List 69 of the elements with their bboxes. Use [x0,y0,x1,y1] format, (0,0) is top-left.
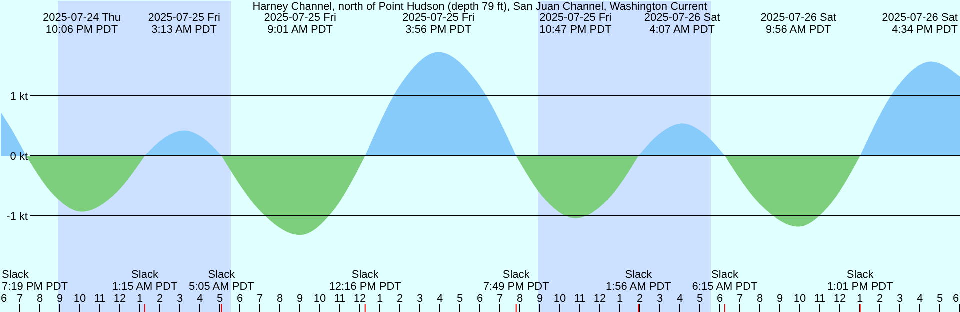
x-tick-label: 4 [676,293,684,305]
x-tick-label: 6 [0,293,8,305]
x-tick-label: 6 [236,293,244,305]
x-tick-label: 10 [794,293,806,305]
x-tick-label: 3 [176,293,184,305]
x-tick-label: 5 [216,293,224,305]
x2-tick-label: 2025-07-25 Fri 3:56 PM PDT [402,12,475,36]
x-tick-label: 8 [756,293,764,305]
x-tick-label: 8 [276,293,284,305]
x-tick-label: 7 [736,293,744,305]
x-tick-label: 9 [296,293,304,305]
x-tick-label: 7 [16,293,24,305]
annotation: Slack 1:56 AM PDT [606,269,672,293]
x-tick-label: 12 [594,293,606,305]
x-tick-label: 12 [354,293,366,305]
x-tick-label: 11 [94,293,106,305]
x-tick-label: 4 [436,293,444,305]
x-tick-label: 12 [114,293,126,305]
x-tick-label: 1 [616,293,624,305]
x2-tick-label: 2025-07-26 Sat 9:56 AM PDT [760,12,837,36]
x-tick-label: 10 [74,293,86,305]
x-tick-label: 6 [476,293,484,305]
annotation: Slack 1:01 PM PDT [827,269,894,293]
x-tick-label: 5 [936,293,944,305]
y-tick-label: -1 kt [6,210,28,223]
x-tick-label: 9 [776,293,784,305]
annotation: Slack 7:19 PM PDT [2,269,68,293]
x-tick-label: 2 [876,293,884,305]
x-tick-label: 4 [196,293,204,305]
x-tick-label: 6 [952,293,960,305]
x-tick-label: 1 [136,293,144,305]
annotation: Slack 12:16 PM PDT [329,269,402,293]
x2-tick-label: 2025-07-25 Fri 9:01 AM PDT [264,12,336,36]
x-tick-label: 7 [496,293,504,305]
annotation: Slack 6:15 AM PDT [692,269,758,293]
x-tick-label: 5 [456,293,464,305]
x-tick-label: 8 [36,293,44,305]
x-tick-label: 1 [856,293,864,305]
x-tick-label: 10 [554,293,566,305]
x-tick-label: 7 [256,293,264,305]
x-tick-label: 4 [916,293,924,305]
x2-tick-label: 2025-07-26 Sat 4:07 AM PDT [644,12,720,36]
x-tick-label: 1 [376,293,384,305]
x-tick-label: 5 [696,293,704,305]
x-tick-label: 11 [574,293,586,305]
x-tick-label: 2 [396,293,404,305]
x-tick-label: 9 [536,293,544,305]
x-tick-label: 3 [896,293,904,305]
x-tick-label: 9 [56,293,64,305]
y-tick-label: 1 kt [10,90,28,103]
annotation: 2025-07-26 Sat 4:34 PM PDT [882,12,958,36]
annotation: Slack 7:49 PM PDT [483,269,550,293]
x-tick-label: 12 [834,293,846,305]
chart-title: Harney Channel, north of Point Hudson (depth 79 ft), San Juan Channel, Washington Current [252,1,708,13]
x-tick-label: 3 [656,293,664,305]
x-tick-label: 10 [314,293,326,305]
x-tick-label: 6 [716,293,724,305]
annotation: Slack 5:05 AM PDT [188,269,255,293]
x-tick-label: 11 [814,293,826,305]
x2-tick-label: 2025-07-24 Thu 10:06 PM PDT [42,12,122,36]
x-tick-label: 2 [156,293,164,305]
x-tick-label: 8 [516,293,524,305]
x-tick-label: 2 [636,293,644,305]
y-tick-label: 0 kt [10,150,28,163]
x2-tick-label: 2025-07-25 Fri 3:13 AM PDT [148,12,220,36]
x2-tick-label: 2025-07-25 Fri 10:47 PM PDT [540,12,612,36]
x-tick-label: 3 [416,293,424,305]
x-tick-label: 11 [334,293,346,305]
annotation: Slack 1:15 AM PDT [112,269,178,293]
